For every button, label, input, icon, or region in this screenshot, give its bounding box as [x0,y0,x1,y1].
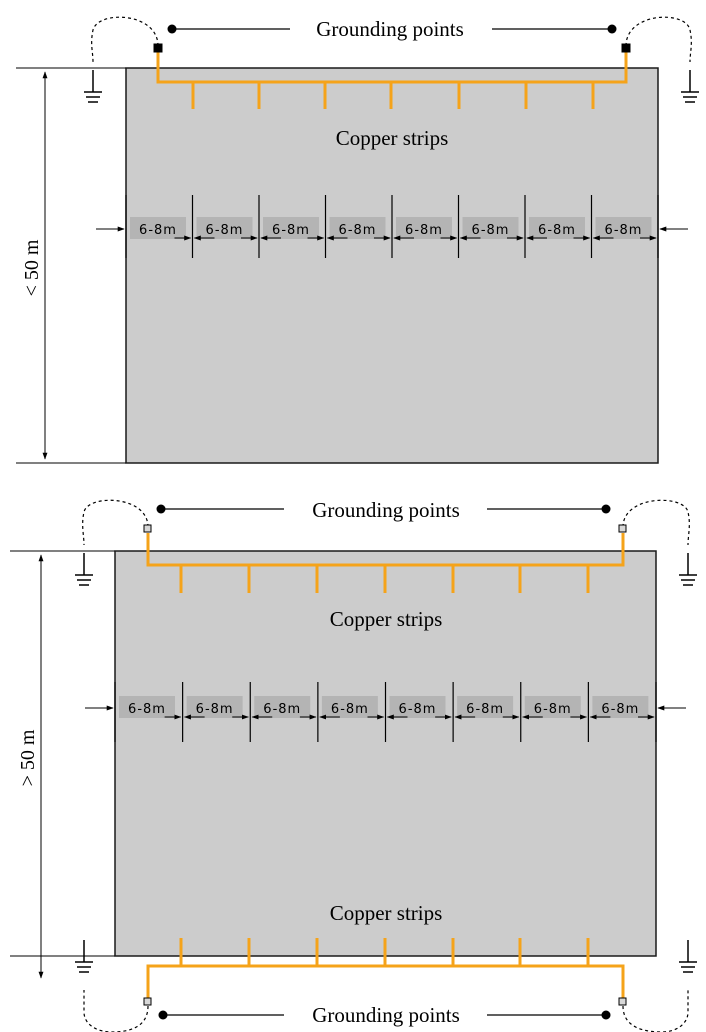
spacing-label-bg [529,217,585,239]
building-panel [114,550,657,957]
spacing-label-bg [196,217,253,239]
spacing-label: 6-8m [601,702,639,717]
grounding-point-marker-icon [143,524,152,533]
ground-symbol-icon [679,940,697,973]
spacing-label-bg [524,696,581,718]
spacing-row: 6-8m 6-8m 6-8m 6-8m 6-8m 6-8m 6-8m 6-8m [85,682,686,742]
grounding-wire-left-top [82,499,149,546]
height-label: < 50 m [21,239,43,296]
spacing-label: 6-8m [206,223,244,238]
grounding-point-marker-icon [618,997,627,1006]
copper-strips-bottom [146,938,625,1000]
ground-symbol-icon [84,70,102,103]
spacing-label: 6-8m [399,702,437,717]
ground-symbol-icon [679,553,697,586]
spacing-label: 6-8m [466,702,504,717]
spacing-label: 6-8m [331,702,369,717]
grounding-point-marker-icon [618,524,627,533]
grounding-points-label-bottom: Grounding points [312,1003,460,1027]
diagram-over-50m: > 50 m Copper strips Copper strips [10,498,697,1032]
grounding-point-marker-icon [621,43,631,53]
copper-strips-label-bottom: Copper strips [330,901,443,925]
spacing-label-bg [186,696,243,718]
spacing-label-bg [254,696,311,718]
spacing-label-bg [462,217,519,239]
diagram-under-50m: < 50 m Copper strips [16,16,699,464]
spacing-label-bg [457,696,514,718]
spacing-label: 6-8m [605,223,643,238]
height-label: > 50 m [17,729,39,786]
spacing-label: 6-8m [263,702,301,717]
spacing-row: 6-8m 6-8m 6-8m 6-8m 6-8m 6-8m 6-8m 6-8m [96,195,688,258]
copper-strips-label-top: Copper strips [330,607,443,631]
spacing-label: 6-8m [139,223,177,238]
grounding-wire-right-bottom [622,990,689,1032]
ground-symbol-icon [75,553,93,586]
spacing-label: 6-8m [534,702,572,717]
spacing-label: 6-8m [128,702,166,717]
spacing-label-bg [389,696,446,718]
spacing-label-bg [396,217,452,239]
copper-strips-label: Copper strips [336,126,449,150]
spacing-label-bg [130,217,186,239]
spacing-label: 6-8m [339,223,377,238]
grounding-wire-left [91,16,159,63]
spacing-label: 6-8m [472,223,510,238]
grounding-points-label-top: Grounding points [312,498,460,522]
spacing-label-bg [119,696,175,718]
spacing-label-bg [329,217,386,239]
copper-strips-top [156,50,628,109]
grounding-wire-left-bottom [83,990,149,1032]
spacing-label-bg [321,696,378,718]
ground-symbol-icon [681,70,699,103]
copper-strips-top [146,533,625,593]
spacing-label: 6-8m [405,223,443,238]
spacing-label-bg [595,217,652,239]
grounding-points-label: Grounding points [316,17,464,41]
spacing-label-bg [263,217,319,239]
spacing-label: 6-8m [538,223,576,238]
ground-symbol-icon [75,940,93,973]
grounding-wire-right [625,16,692,63]
grounding-point-marker-icon [143,997,152,1006]
grounding-wire-right-top [622,499,690,546]
spacing-label-bg [592,696,649,718]
building-panel [125,67,659,464]
grounding-point-marker-icon [153,43,163,53]
spacing-label: 6-8m [272,223,310,238]
spacing-label: 6-8m [196,702,234,717]
